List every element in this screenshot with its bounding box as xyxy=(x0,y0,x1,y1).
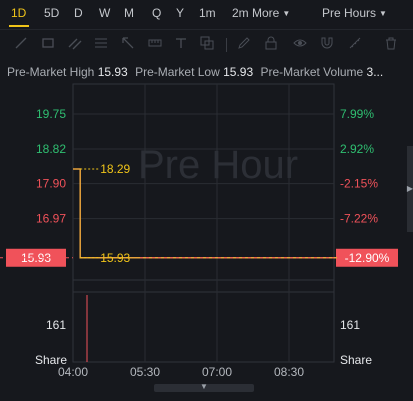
percent-tick-label: 2.92% xyxy=(340,142,374,156)
volume-unit-label: Share xyxy=(35,353,67,367)
drawing-toolbar xyxy=(0,31,413,57)
premarket-high-value: 15.93 xyxy=(97,65,128,79)
x-tick-label: 07:00 xyxy=(202,365,232,379)
line-tool-icon[interactable] xyxy=(14,36,28,50)
fib-tool-icon[interactable] xyxy=(94,36,108,50)
measure-tool-icon[interactable] xyxy=(148,36,162,50)
current-percent-tag xyxy=(336,248,398,267)
volume-tick-label: 161 xyxy=(46,318,66,332)
premarket-volume-label: Pre-Market Volume xyxy=(260,65,364,79)
x-tick-label: 05:30 xyxy=(130,365,160,379)
timeframe-w[interactable]: W xyxy=(99,6,111,20)
lock-icon[interactable] xyxy=(264,36,278,50)
percent-tick-label: -7.22% xyxy=(340,212,378,226)
timeframe-5d[interactable]: 5D xyxy=(44,6,60,20)
trash-icon[interactable] xyxy=(384,36,398,50)
x-tick-label: 08:30 xyxy=(274,365,304,379)
lines-tool-icon[interactable] xyxy=(68,36,82,50)
premarket-high-label: Pre-Market High xyxy=(7,65,95,79)
price-marker-label: 18.29 xyxy=(100,162,130,176)
chevron-right-icon: ▶ xyxy=(406,184,413,193)
chart-scrollbar[interactable]: ▼ xyxy=(154,382,254,392)
active-timeframe-underline xyxy=(9,25,29,27)
session-label: Pre Hours xyxy=(322,6,377,20)
chart-grid xyxy=(72,83,335,363)
timeframe-y[interactable]: Y xyxy=(176,6,185,20)
volume-unit-label-right: Share xyxy=(340,353,372,367)
timeframe-d[interactable]: D xyxy=(74,6,83,20)
price-tick-label: 19.75 xyxy=(36,107,66,121)
current-percent-label: -12.90% xyxy=(345,251,390,265)
ruler-icon[interactable] xyxy=(348,36,362,50)
volume-tick-label-right: 161 xyxy=(340,318,360,332)
session-dropdown[interactable]: Pre Hours ▼ xyxy=(322,6,387,20)
chart-frame xyxy=(72,83,335,363)
divider xyxy=(0,29,413,30)
text-tool-icon[interactable] xyxy=(174,36,188,50)
price-tick-label: 18.82 xyxy=(36,142,66,156)
arrow-tool-icon[interactable] xyxy=(121,36,135,50)
price-series: 18.29 15.93 xyxy=(0,162,337,362)
premarket-info-bar: Pre-Market High 15.93 Pre-Market Low 15.… xyxy=(0,62,413,80)
layers-icon[interactable] xyxy=(200,36,214,50)
toolbar-divider xyxy=(226,38,227,52)
eye-icon[interactable] xyxy=(293,36,307,50)
timeframe-m[interactable]: M xyxy=(124,6,134,20)
side-panel-handle[interactable]: ▶ xyxy=(407,146,413,232)
percent-tick-label: -2.15% xyxy=(340,177,378,191)
x-tick-label: 04:00 xyxy=(58,365,88,379)
timeframe-bar: 1D 5D D W M Q Y 1m 2m More ▼ Pre Hours ▼ xyxy=(0,0,413,28)
percent-tick-label: 7.99% xyxy=(340,107,374,121)
price-marker-label: 15.93 xyxy=(100,251,130,265)
timeframe-1d[interactable]: 1D xyxy=(11,6,27,20)
premarket-low-label: Pre-Market Low xyxy=(135,65,220,79)
price-tick-label: 17.90 xyxy=(36,177,66,191)
pen-icon[interactable] xyxy=(237,36,251,50)
caret-down-icon: ▼ xyxy=(379,9,387,18)
chevron-down-icon: ▼ xyxy=(200,382,208,391)
magnet-icon[interactable] xyxy=(320,36,334,50)
more-label: 2m More xyxy=(232,6,280,20)
session-watermark: Pre Hour xyxy=(138,143,298,187)
price-tick-label: 16.97 xyxy=(36,212,66,226)
timeframe-1m[interactable]: 1m xyxy=(199,6,216,20)
rectangle-tool-icon[interactable] xyxy=(41,36,55,50)
more-timeframes-dropdown[interactable]: 2m More ▼ xyxy=(232,6,290,20)
premarket-volume-value: 3... xyxy=(366,65,384,79)
premarket-low-value: 15.93 xyxy=(223,65,254,79)
caret-down-icon: ▼ xyxy=(282,9,291,18)
timeframe-q[interactable]: Q xyxy=(152,6,162,20)
